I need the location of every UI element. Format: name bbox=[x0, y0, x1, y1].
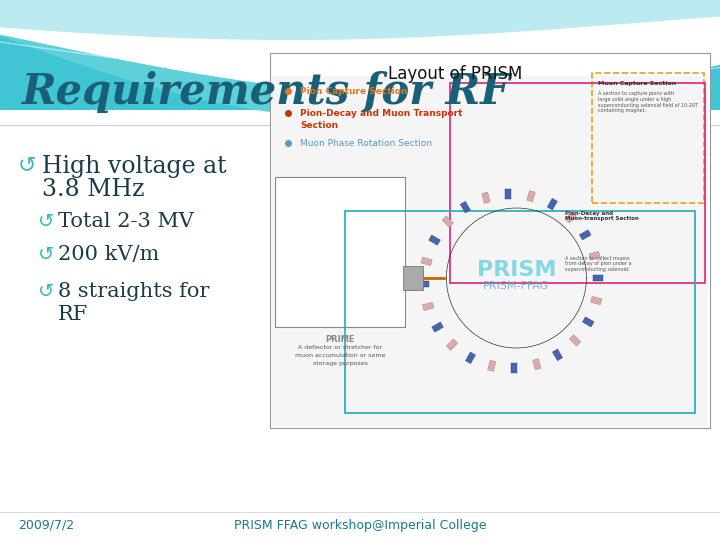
Bar bbox=[442, 216, 454, 227]
Text: A section to collect muons
from decay of pion under a
superconducting solenoid.: A section to collect muons from decay of… bbox=[565, 255, 631, 272]
Bar bbox=[589, 252, 600, 260]
Bar bbox=[511, 363, 518, 373]
Bar bbox=[465, 352, 476, 363]
Bar bbox=[533, 359, 541, 370]
Bar bbox=[446, 339, 458, 350]
Text: storage purposes: storage purposes bbox=[312, 361, 367, 366]
Text: Pion-Decay and
Muon-transport Section: Pion-Decay and Muon-transport Section bbox=[565, 211, 639, 221]
Bar bbox=[419, 281, 429, 287]
Bar bbox=[482, 192, 490, 204]
Bar bbox=[570, 335, 581, 346]
Text: PRISM FFAG workshop@Imperial College: PRISM FFAG workshop@Imperial College bbox=[234, 518, 486, 531]
Bar bbox=[505, 189, 511, 199]
Text: 200 kV/m: 200 kV/m bbox=[58, 245, 159, 264]
Text: Total 2-3 MV: Total 2-3 MV bbox=[58, 212, 194, 231]
Text: 3.8 MHz: 3.8 MHz bbox=[42, 178, 145, 201]
Polygon shape bbox=[0, 0, 720, 118]
Text: ↺: ↺ bbox=[38, 245, 55, 264]
Polygon shape bbox=[0, 0, 720, 110]
Text: 8 straights for: 8 straights for bbox=[58, 282, 210, 301]
Text: Section: Section bbox=[300, 120, 338, 130]
Bar bbox=[421, 257, 432, 266]
Bar bbox=[593, 275, 603, 281]
Bar bbox=[460, 201, 470, 213]
Bar bbox=[487, 360, 496, 372]
Text: muon accumulation or some: muon accumulation or some bbox=[294, 353, 385, 357]
Text: Pion-Decay and Muon Transport: Pion-Decay and Muon Transport bbox=[300, 109, 462, 118]
Text: Muon Capture Section: Muon Capture Section bbox=[598, 81, 676, 86]
Text: PRISM-FFAG: PRISM-FFAG bbox=[483, 281, 549, 291]
Text: Muon Phase Rotation Section: Muon Phase Rotation Section bbox=[300, 138, 432, 147]
Bar bbox=[582, 317, 594, 327]
FancyBboxPatch shape bbox=[270, 53, 710, 428]
Text: High voltage at: High voltage at bbox=[42, 155, 227, 178]
Text: 2009/7/2: 2009/7/2 bbox=[18, 518, 74, 531]
Text: Pion Capture Section: Pion Capture Section bbox=[300, 86, 408, 96]
Text: RF: RF bbox=[58, 305, 89, 324]
Bar bbox=[580, 230, 591, 240]
Text: Requirements for RF: Requirements for RF bbox=[22, 71, 510, 113]
Text: PRISM: PRISM bbox=[477, 260, 556, 280]
FancyBboxPatch shape bbox=[403, 266, 423, 290]
Bar bbox=[552, 349, 562, 361]
Text: ↺: ↺ bbox=[18, 155, 37, 175]
FancyBboxPatch shape bbox=[275, 177, 405, 327]
Polygon shape bbox=[0, 0, 720, 40]
Bar bbox=[590, 296, 602, 305]
Text: ↺: ↺ bbox=[38, 212, 55, 231]
Text: PRIME: PRIME bbox=[325, 335, 355, 344]
Text: ↺: ↺ bbox=[38, 282, 55, 301]
FancyBboxPatch shape bbox=[272, 76, 708, 426]
Bar bbox=[547, 198, 557, 210]
Bar bbox=[432, 322, 444, 332]
Text: Layout of PRISM: Layout of PRISM bbox=[387, 65, 522, 83]
Bar bbox=[423, 302, 433, 310]
Text: A section to capture pions with
large solid angle under a high
superconducting s: A section to capture pions with large so… bbox=[598, 91, 698, 113]
Bar bbox=[428, 235, 441, 245]
Bar bbox=[527, 191, 535, 202]
Bar bbox=[565, 212, 577, 223]
Polygon shape bbox=[0, 0, 720, 95]
Text: A deflector or stretcher for: A deflector or stretcher for bbox=[298, 345, 382, 350]
